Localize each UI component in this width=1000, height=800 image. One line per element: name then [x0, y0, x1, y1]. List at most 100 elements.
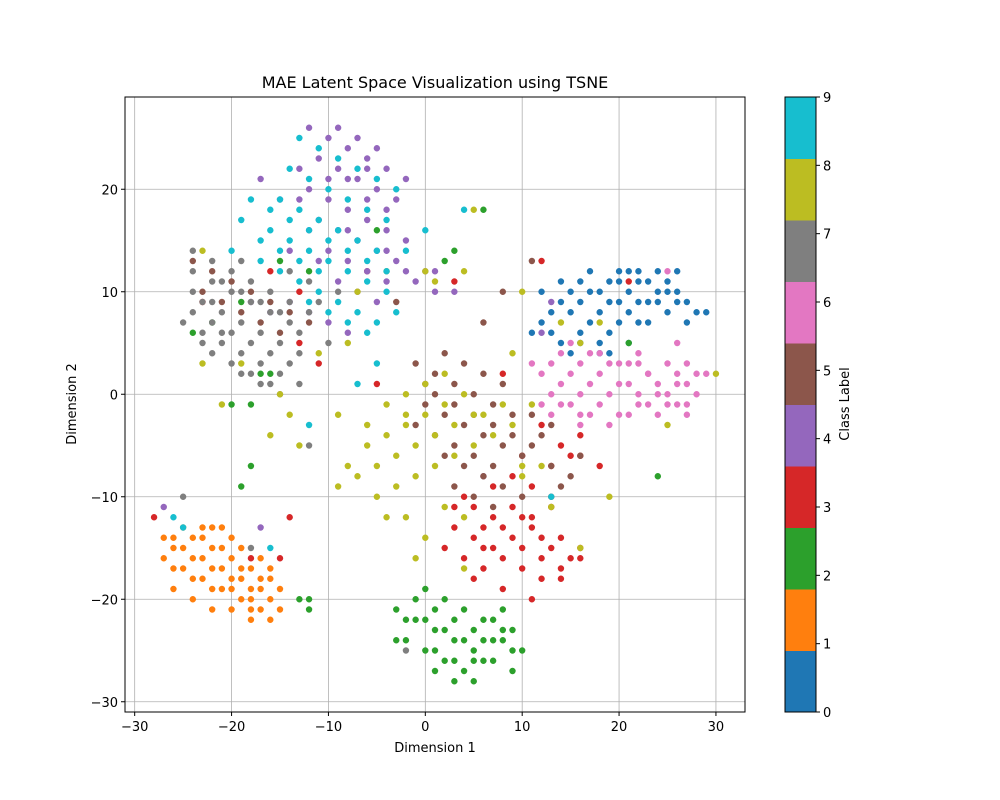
scatter-point-class-1: [238, 575, 245, 582]
scatter-point-class-9: [257, 237, 264, 244]
scatter-point-class-9: [354, 237, 361, 244]
scatter-point-class-1: [257, 575, 264, 582]
scatter-point-class-7: [179, 319, 187, 326]
scatter-point-class-9: [286, 216, 293, 224]
scatter-point-class-5: [257, 319, 264, 326]
scatter-point-class-5: [393, 298, 400, 306]
scatter-point-class-8: [402, 514, 410, 521]
scatter-point-class-1: [238, 565, 245, 572]
scatter-point-class-7: [247, 544, 255, 552]
scatter-point-class-4: [325, 175, 332, 183]
scatter-point-class-6: [635, 391, 642, 398]
scatter-point-class-0: [586, 288, 594, 295]
scatter-point-class-6: [586, 350, 594, 357]
scatter-point-class-8: [518, 288, 526, 295]
scatter-point-class-0: [577, 298, 584, 306]
scatter-point-class-7: [199, 329, 206, 336]
scatter-point-class-2: [499, 637, 507, 644]
scatter-point-class-5: [480, 319, 487, 326]
scatter-point-class-4: [412, 278, 419, 285]
scatter-point-class-7: [189, 247, 197, 254]
scatter-point-class-7: [286, 298, 293, 306]
scatter-point-class-1: [267, 575, 274, 582]
scatter-point-class-6: [625, 411, 632, 418]
x-tick-label: 20: [611, 720, 628, 735]
scatter-point-class-1: [170, 534, 177, 541]
scatter-point-class-3: [548, 544, 555, 552]
x-axis-label: Dimension 1: [394, 741, 476, 756]
scatter-point-class-6: [557, 350, 565, 357]
scatter-point-class-8: [596, 319, 603, 326]
scatter-point-class-1: [228, 534, 235, 541]
scatter-point-class-2: [257, 370, 264, 377]
scatter-point-class-7: [218, 278, 226, 285]
scatter-point-class-4: [305, 124, 313, 131]
scatter-point-class-3: [489, 483, 497, 490]
scatter-point-class-9: [315, 268, 322, 275]
scatter-point-class-3: [557, 565, 565, 572]
scatter-point-class-6: [567, 370, 574, 377]
scatter-point-class-3: [499, 524, 507, 531]
scatter-point-class-8: [412, 473, 419, 480]
colorbar-segment-4: [785, 404, 816, 467]
scatter-point-class-9: [257, 257, 264, 265]
scatter-point-class-0: [567, 288, 574, 295]
scatter-point-class-1: [199, 575, 206, 582]
scatter-point-class-7: [334, 288, 342, 295]
scatter-point-class-9: [373, 319, 381, 326]
scatter-point-class-3: [267, 268, 274, 275]
scatter-point-class-6: [625, 380, 632, 388]
scatter-point-class-7: [247, 339, 255, 347]
scatter-point-class-6: [673, 380, 681, 388]
scatter-point-class-2: [499, 606, 507, 613]
scatter-point-class-6: [606, 391, 613, 398]
scatter-point-class-3: [528, 596, 536, 603]
scatter-point-class-3: [518, 544, 526, 552]
scatter-point-class-9: [315, 145, 322, 152]
scatter-point-class-2: [305, 268, 313, 275]
scatter-point-class-9: [373, 175, 381, 183]
scatter-point-class-9: [373, 247, 381, 254]
scatter-point-class-4: [296, 165, 303, 172]
scatter-point-class-9: [363, 257, 371, 265]
scatter-point-class-8: [276, 391, 284, 398]
scatter-point-class-0: [703, 309, 710, 316]
scatter-point-class-7: [305, 278, 313, 285]
scatter-point-class-4: [373, 186, 381, 193]
scatter-point-class-5: [577, 452, 584, 459]
scatter-point-class-1: [276, 585, 284, 593]
scatter-point-class-7: [247, 278, 255, 285]
scatter-point-class-9: [296, 278, 303, 285]
scatter-point-class-1: [218, 565, 226, 572]
scatter-point-class-0: [635, 268, 642, 275]
scatter-point-class-4: [363, 165, 371, 172]
scatter-point-class-7: [247, 298, 255, 306]
scatter-point-class-8: [238, 360, 245, 367]
scatter-point-class-0: [586, 268, 594, 275]
scatter-point-class-4: [325, 196, 332, 203]
scatter-point-class-5: [218, 298, 226, 306]
scatter-point-class-9: [344, 196, 352, 203]
x-tick-label: 10: [514, 720, 531, 735]
scatter-point-class-9: [247, 196, 255, 203]
scatter-point-class-0: [606, 278, 613, 285]
scatter-point-class-5: [451, 401, 458, 408]
scatter-point-class-7: [296, 329, 303, 336]
scatter-point-class-6: [577, 360, 584, 367]
scatter-point-class-2: [238, 483, 245, 490]
scatter-point-class-6: [528, 360, 536, 367]
scatter-point-class-7: [238, 288, 245, 295]
scatter-point-class-9: [315, 216, 322, 224]
scatter-point-class-2: [460, 606, 468, 613]
scatter-point-class-2: [441, 257, 448, 265]
scatter-point-class-8: [577, 339, 584, 347]
scatter-point-class-9: [296, 257, 303, 265]
scatter-point-class-2: [412, 616, 419, 623]
scatter-point-class-7: [208, 257, 216, 265]
scatter-point-class-4: [373, 145, 381, 152]
scatter-point-class-9: [363, 206, 371, 213]
scatter-point-class-5: [470, 493, 477, 500]
scatter-point-class-3: [528, 524, 536, 531]
scatter-point-class-0: [548, 329, 555, 336]
scatter-point-class-3: [460, 555, 468, 562]
